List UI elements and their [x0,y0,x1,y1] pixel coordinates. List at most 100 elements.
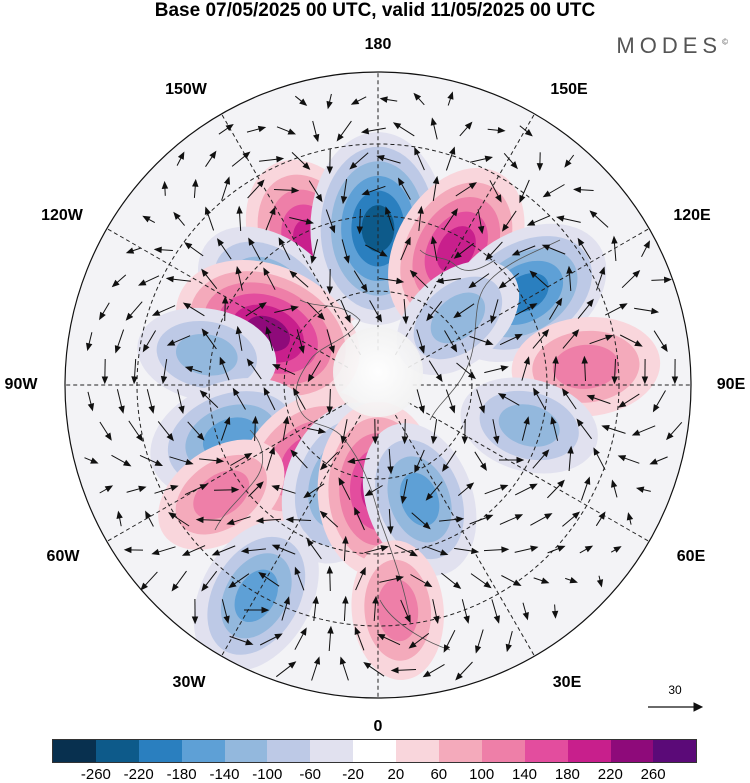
wind-arrow-head [356,226,364,235]
wind-arrow-head [463,615,470,624]
wind-arrow-head [225,123,234,132]
wind-arrow-head [349,161,358,170]
wind-arrow-head [317,312,326,321]
wind-arrow-head [387,526,394,535]
wind-arrow-head [449,405,456,414]
wind-arrow-head [379,250,388,257]
wind-arrow-head [526,219,536,226]
lon-label-90e: 90E [716,376,746,393]
wind-arrow-head [569,577,578,584]
wind-arrow-head [240,547,249,554]
wind-arrow-head [395,575,404,582]
wind-arrow-head [430,117,437,126]
wind-arrow-head [442,463,450,472]
wind-arrow-head [541,449,550,458]
colorbar-tick-label: -180 [166,766,197,783]
wind-arrow-head [567,445,574,454]
wind-arrow-head [635,486,645,493]
anomaly-contour [399,472,440,526]
wind-arrow-head [181,549,191,556]
wind-arrow-head [326,406,333,415]
wind-arrow-head [216,238,224,247]
wind-arrow-head [533,387,540,396]
wind-arrow-head [261,606,270,614]
wind-arrow-head [632,269,641,278]
colorbar-tick-label: 220 [597,766,623,783]
wind-arrow-head [425,492,434,501]
wind-arrow-head [596,579,604,588]
wind-arrow-head [199,390,208,398]
wind-arrow-head [564,159,572,168]
wind-arrow-head [453,251,462,259]
modes-logo: MODES© [616,33,728,59]
wind-arrow-head [216,457,225,464]
colorbar-tick-label: -100 [252,766,283,783]
wind-arrow-head [339,656,347,665]
colorbar-swatch [353,740,397,762]
wind-arrow-head [236,205,243,214]
wind-arrow-head [433,615,440,624]
wind-arrow-head [204,206,211,215]
wind-arrow-head [104,432,112,441]
wind-arrow-head [224,416,231,425]
wind-arrow-head [408,641,417,649]
colorbar-swatch [396,740,440,762]
anomaly-contour [175,333,238,376]
wind-arrow-head [328,345,335,354]
wind-arrow-head [387,466,394,475]
wind-arrow-head [209,150,217,159]
wind-arrow-head [663,276,672,284]
colorbar-swatch [610,740,654,762]
wind-arrow-head [363,661,372,670]
wind-arrow-head [550,416,557,425]
wind-arrow-head [282,415,290,425]
lon-label-150e: 150E [550,81,588,98]
wind-arrow-head [376,155,385,162]
anomaly-contour [234,569,279,623]
wind-arrow-head [184,242,193,250]
wind-arrow-head [268,446,276,455]
wind-arrow-head [371,436,379,445]
wind-arrow-head [135,433,144,442]
wind-arrow-head [125,247,135,254]
wind-arrow-head [380,545,389,552]
wind-arrow-head [514,333,523,341]
wind-arrow-head [258,571,267,580]
wind-arrow-head [414,146,421,156]
wind-arrow-head [338,477,345,486]
wind-arrow-head [99,311,106,321]
wind-arrow-head [299,98,308,106]
wind-arrow-head [500,365,509,372]
colorbar-swatch [181,740,225,762]
wind-arrow-head [426,313,434,322]
wind-arrow-head [430,235,438,245]
wind-arrow-head [483,581,492,589]
colorbar-tick-label: -260 [80,766,111,783]
wind-arrow-head [138,279,147,286]
lon-label-30w: 30W [172,674,206,691]
wind-arrow-head [613,546,622,553]
wind-arrow-head [104,485,114,493]
wind-arrow-head [201,583,209,592]
wind-arrow-head [641,376,649,385]
wind-arrow-head [255,517,264,524]
wind-arrow-head [584,545,594,553]
wind-arrow-head [671,376,679,385]
wind-arrow-head [468,281,477,289]
lon-label-150w: 150W [165,81,207,98]
wind-arrow-head [611,479,618,488]
wind-arrow-head [278,237,286,246]
pole-cap [333,327,423,417]
wind-arrow-head [479,462,487,472]
colorbar-swatch [267,740,311,762]
colorbar [52,739,698,763]
wind-arrow-head [211,549,221,556]
wind-arrow-head [404,236,411,246]
lon-label-120w: 120W [41,207,83,224]
wind-arrow-head [342,595,349,604]
wind-arrow-head [195,516,204,524]
wind-arrow-head [221,295,229,304]
wind-arrow-head [589,210,598,218]
coastlines [214,239,561,651]
wind-arrow-head [650,307,660,315]
